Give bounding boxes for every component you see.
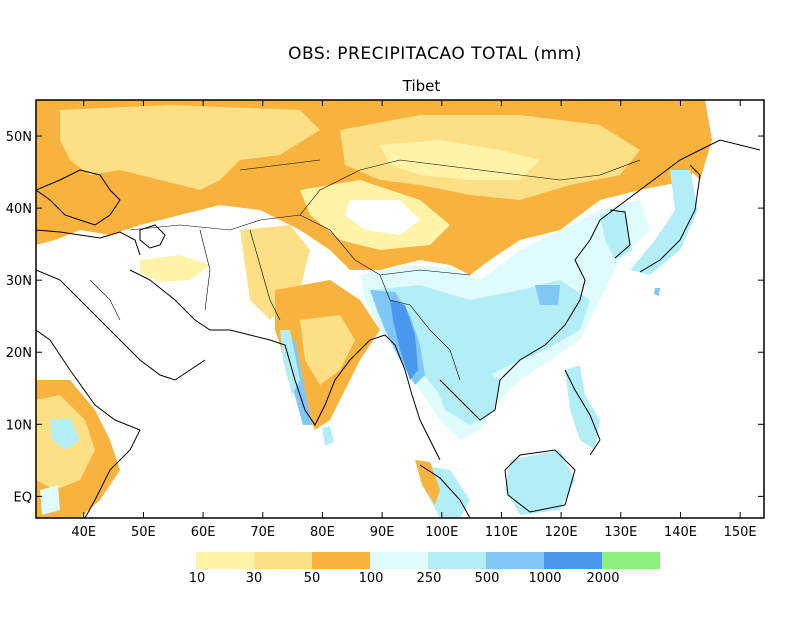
legend-swatch-5 (428, 552, 486, 569)
precip-region-china-250 (370, 280, 590, 400)
lon-tick-label: 110E (485, 525, 518, 540)
precip-region-japan-250 (630, 170, 698, 275)
legend-label-250: 250 (417, 571, 442, 586)
legend-label-50: 50 (304, 571, 321, 586)
map-title: OBS: PRECIPITACAO TOTAL (mm) (288, 44, 582, 64)
precip-region-africa-100 (40, 485, 60, 515)
precip-region-tarim-white (345, 200, 420, 235)
lon-tick-label: 130E (604, 525, 637, 540)
lon-tick-label: 90E (370, 525, 395, 540)
map-axes: 40E 50E 60E 70E 80E 90E 100E 110E 120E 130E 140E 15… (6, 100, 764, 540)
legend-swatch-4 (370, 552, 428, 569)
precip-region-africa-250 (50, 418, 80, 450)
precip-region-north-10 (380, 140, 540, 180)
country-borders (89, 159, 641, 381)
lon-tick-label: 120E (545, 525, 578, 540)
lat-tick-label: 30N (6, 274, 32, 289)
precip-region-korea-250 (600, 210, 632, 260)
lat-tick-label: 20N (6, 346, 32, 361)
lon-tick-label: 40E (71, 525, 96, 540)
precip-region-japan-north-50 (685, 100, 712, 180)
precip-region-taiwan (654, 288, 660, 296)
legend-swatch-1 (196, 552, 254, 569)
precip-region-north-30 (60, 105, 320, 190)
lat-tick-label: 10N (6, 418, 32, 433)
precip-region-indochina-250 (430, 360, 500, 425)
precip-region-india-30 (300, 315, 355, 385)
legend-label-2000: 2000 (586, 571, 619, 586)
legend-swatch-8 (602, 552, 660, 569)
legend-label-10: 10 (189, 571, 206, 586)
lon-tick-label: 150E (724, 525, 757, 540)
legend-swatch-2 (254, 552, 312, 569)
legend-swatch-3 (312, 552, 370, 569)
legend-label-500: 500 (475, 571, 500, 586)
legend-label-100: 100 (359, 571, 384, 586)
precip-region-srilanka (322, 426, 334, 446)
coastlines (36, 139, 761, 518)
precip-region-sumatra-50 (415, 460, 440, 505)
lat-tick-label: 50N (6, 130, 32, 145)
legend-label-30: 30 (246, 571, 263, 586)
map-frame (35, 99, 765, 519)
lon-tick-label: 100E (425, 525, 458, 540)
map-field (36, 100, 764, 518)
precip-region-mideast-10 (140, 255, 210, 282)
lon-tick-label: 70E (250, 525, 275, 540)
lon-tick-label: 60E (191, 525, 216, 540)
color-legend: 10 30 50 100 250 500 1000 2000 (189, 552, 660, 586)
legend-swatch-7 (544, 552, 602, 569)
lat-tick-label: EQ (14, 490, 32, 505)
precip-region-china-se-500 (535, 285, 560, 305)
legend-swatch-6 (486, 552, 544, 569)
precip-region-borneo-250 (505, 450, 575, 515)
lon-tick-label: 140E (664, 525, 697, 540)
precip-region-burma-1000 (390, 300, 418, 380)
legend-label-1000: 1000 (528, 571, 561, 586)
lon-tick-label: 50E (131, 525, 156, 540)
lat-tick-label: 40N (6, 202, 32, 217)
precip-region-philippines-250 (565, 365, 600, 450)
lon-tick-label: 80E (310, 525, 335, 540)
map-subtitle: Tibet (402, 77, 441, 95)
